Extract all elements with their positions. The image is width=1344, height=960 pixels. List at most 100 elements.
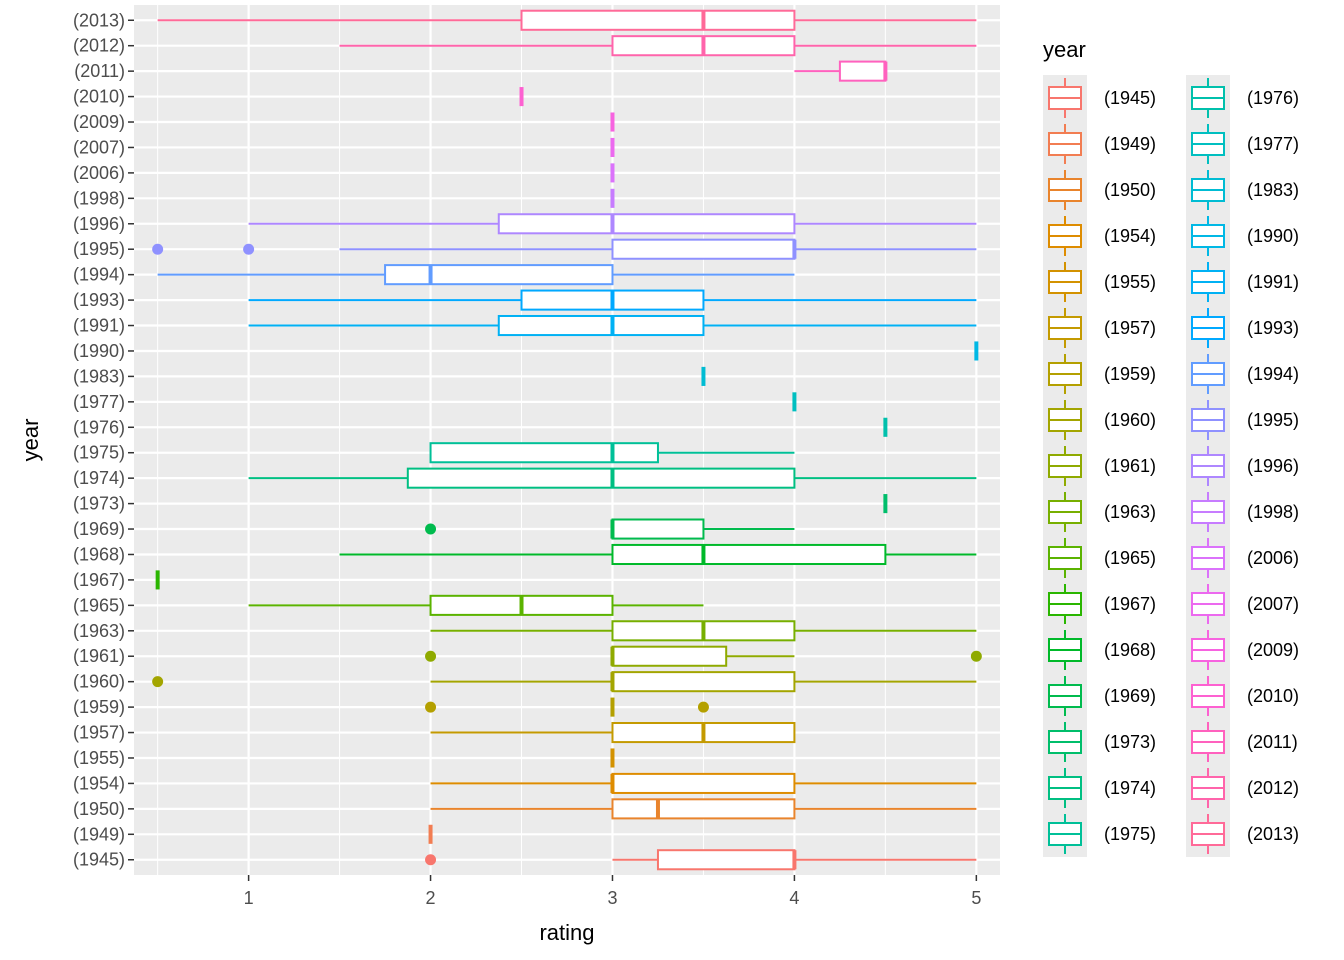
legend-label: (1991) xyxy=(1247,272,1299,292)
legend-label: (1954) xyxy=(1104,226,1156,246)
legend-label: (1960) xyxy=(1104,410,1156,430)
y-tick-label: (1996) xyxy=(73,214,125,234)
y-tick-label: (1991) xyxy=(73,316,125,336)
y-tick-label: (2006) xyxy=(73,163,125,183)
y-tick-label: (1990) xyxy=(73,341,125,361)
legend-item-2009: (2009) xyxy=(1191,630,1299,670)
box-1945 xyxy=(425,849,977,871)
y-tick-label: (1965) xyxy=(73,595,125,615)
legend-item-1965: (1965) xyxy=(1048,538,1156,578)
box-1957 xyxy=(430,722,796,744)
outlier-point xyxy=(425,650,437,662)
y-axis-ticks: (1945) (1949) (1950) (1954) (1955) (1957) (195… xyxy=(73,10,134,870)
box-1974 xyxy=(248,467,977,489)
y-tick-label: (2013) xyxy=(73,10,125,30)
legend-item-2011: (2011) xyxy=(1191,722,1298,762)
box-2011 xyxy=(794,60,888,82)
legend-label: (1965) xyxy=(1104,548,1156,568)
box-iqr xyxy=(497,213,796,235)
box-iqr xyxy=(429,442,659,464)
box-iqr xyxy=(838,60,887,82)
legend-item-1996: (1996) xyxy=(1191,446,1299,486)
y-tick-label: (1950) xyxy=(73,799,125,819)
legend-label: (1959) xyxy=(1104,364,1156,384)
box-1960 xyxy=(152,671,977,693)
y-tick-label: (1977) xyxy=(73,392,125,412)
box-1961 xyxy=(425,645,982,667)
legend-label: (1994) xyxy=(1247,364,1299,384)
legend-label: (2009) xyxy=(1247,640,1299,660)
y-tick-label: (1976) xyxy=(73,417,125,437)
box-iqr xyxy=(611,543,887,566)
legend-label: (1968) xyxy=(1104,640,1156,660)
legend-label: (1973) xyxy=(1104,732,1156,752)
box-1996 xyxy=(248,213,977,235)
box-iqr xyxy=(611,645,728,667)
y-tick-label: (1961) xyxy=(73,646,125,666)
legend-item-1945: (1945) xyxy=(1048,78,1156,118)
outlier-point xyxy=(152,676,164,688)
legend-label: (1949) xyxy=(1104,134,1156,154)
legend: year (1945) (1949) (1950) (1954) (1955) (1957… xyxy=(1043,37,1299,857)
x-tick-label: 2 xyxy=(426,888,436,908)
y-tick-label: (1995) xyxy=(73,239,125,259)
x-tick-label: 4 xyxy=(789,888,799,908)
legend-item-2012: (2012) xyxy=(1191,768,1299,808)
legend-item-1995: (1995) xyxy=(1191,400,1299,440)
plot-panel xyxy=(134,5,1000,875)
y-tick-label: (1969) xyxy=(73,519,125,539)
y-tick-label: (1973) xyxy=(73,494,125,514)
legend-item-1990: (1990) xyxy=(1191,216,1299,256)
box-iqr xyxy=(611,518,705,540)
legend-label: (1983) xyxy=(1247,180,1299,200)
legend-item-1950: (1950) xyxy=(1048,170,1156,210)
box-1963 xyxy=(430,620,977,642)
legend-item-1983: (1983) xyxy=(1191,170,1299,210)
legend-label: (1974) xyxy=(1104,778,1156,798)
legend-item-1977: (1977) xyxy=(1191,124,1299,164)
box-2012 xyxy=(339,35,977,57)
box-iqr xyxy=(656,849,796,871)
legend-label: (1957) xyxy=(1104,318,1156,338)
y-tick-label: (1983) xyxy=(73,366,125,386)
legend-label: (1967) xyxy=(1104,594,1156,614)
legend-label: (1976) xyxy=(1247,88,1299,108)
legend-item-1973: (1973) xyxy=(1048,722,1156,762)
legend-item-1961: (1961) xyxy=(1048,446,1156,486)
box-1991 xyxy=(248,314,977,337)
y-tick-label: (1945) xyxy=(73,850,125,870)
outlier-point xyxy=(243,243,255,255)
y-tick-label: (1975) xyxy=(73,443,125,463)
legend-item-2006: (2006) xyxy=(1191,538,1299,578)
x-axis-ticks: 1 2 3 4 5 xyxy=(244,875,981,908)
box-iqr xyxy=(611,238,796,260)
y-tick-label: (1974) xyxy=(73,468,125,488)
legend-label: (1969) xyxy=(1104,686,1156,706)
box-iqr xyxy=(611,798,796,820)
legend-label: (1945) xyxy=(1104,88,1156,108)
y-tick-label: (1963) xyxy=(73,621,125,641)
legend-label: (1996) xyxy=(1247,456,1299,476)
x-tick-label: 5 xyxy=(971,888,981,908)
legend-item-1975: (1975) xyxy=(1048,814,1156,854)
legend-label: (1977) xyxy=(1247,134,1299,154)
legend-item-1994: (1994) xyxy=(1191,354,1299,394)
y-tick-label: (2010) xyxy=(73,87,125,107)
legend-item-1959: (1959) xyxy=(1048,354,1156,394)
y-tick-label: (1994) xyxy=(73,265,125,285)
outlier-point xyxy=(425,523,437,535)
legend-label: (1955) xyxy=(1104,272,1156,292)
outlier-point xyxy=(152,243,164,255)
y-tick-label: (1954) xyxy=(73,773,125,793)
box-iqr xyxy=(611,772,796,794)
legend-label: (1995) xyxy=(1247,410,1299,430)
legend-item-2010: (2010) xyxy=(1191,676,1299,716)
legend-item-1960: (1960) xyxy=(1048,400,1156,440)
y-tick-label: (2009) xyxy=(73,112,125,132)
legend-title: year xyxy=(1043,37,1086,62)
box-iqr xyxy=(520,9,796,31)
box-1968 xyxy=(339,543,977,566)
legend-label: (2010) xyxy=(1247,686,1299,706)
x-axis-title: rating xyxy=(539,920,594,945)
